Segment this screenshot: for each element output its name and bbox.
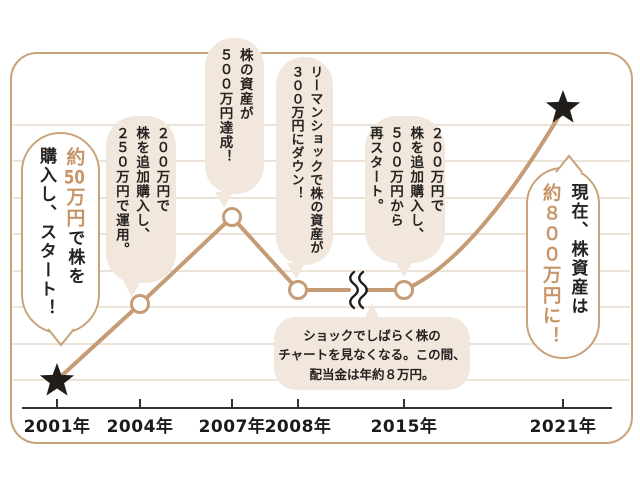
callout-line: ５００万円から <box>387 126 403 228</box>
callout-2001-start: 約50万円で株を 購入し、スタート！ <box>21 132 100 347</box>
callout-2021-text: 現在、株資産は 約８００万円に！ <box>535 169 590 357</box>
callout-2015-text: ２００万円で 株を追加購入し、 ５００万円から 再スタート。 <box>365 116 446 263</box>
callout-tail-down <box>287 263 305 279</box>
callout-line: 約50万円で株を <box>59 147 88 332</box>
callout-tail-down <box>123 281 141 297</box>
callout-2004-text: ２００万円で 株を追加購入し、 ２５０万円で運用。 <box>111 116 172 283</box>
callout-line: 株を追加購入し、 <box>133 126 150 242</box>
callout-line: ２００万円で <box>427 126 444 213</box>
callout-2001-text: 約50万円で株を 購入し、スタート！ <box>33 134 89 332</box>
callout-line: ２５０万円で運用。 <box>112 126 129 257</box>
callout-line: 現在、株資産は <box>567 183 588 316</box>
x-label-2001: 2001年 <box>23 417 91 437</box>
marker-2007-circle <box>222 207 242 227</box>
callout-note: ショックでしばらく株の チャートを見なくなる。この間、 配当金は年約８万円。 <box>274 303 470 390</box>
x-label-2004: 2004年 <box>106 417 174 437</box>
marker-2001-star <box>39 363 75 396</box>
callout-tail-up <box>364 303 380 319</box>
callout-tail-up <box>555 154 583 173</box>
callout-line: リーマンショックで株の資産が <box>307 65 323 254</box>
callout-2007: 株の資産が ５００万円達成！ <box>205 38 264 208</box>
marker-2008-circle <box>288 280 308 300</box>
axis-break-icon <box>349 270 368 310</box>
callout-2008: リーマンショックで株の資産が ３００万円にダウン！ <box>276 57 333 279</box>
callout-line: 購入し、スタート！ <box>35 147 56 318</box>
callout-text: で株を <box>64 229 85 286</box>
callout-line: ５００万円達成！ <box>216 48 233 164</box>
note-line-2: チャートを見なくなる。この間、 <box>278 347 466 363</box>
callout-2008-text: リーマンショックで株の資産が ３００万円にダウン！ <box>286 57 324 265</box>
marker-2015-circle <box>394 280 414 300</box>
accent-amount-prefix: 約 <box>63 147 86 168</box>
callout-2004: ２００万円で 株を追加購入し、 ２５０万円で運用。 <box>106 116 176 297</box>
circle-markers <box>130 207 414 314</box>
note-line-1: ショックでしばらく株の <box>303 328 441 343</box>
accent-amount-unit: 万円 <box>63 187 86 229</box>
callout-2015: ２００万円で 株を追加購入し、 ５００万円から 再スタート。 <box>365 116 446 277</box>
x-axis-ticks <box>56 399 564 408</box>
note-line-3: 配当金は年約８万円。 <box>309 366 435 382</box>
accent-amount-line: 約８００万円に！ <box>540 183 562 347</box>
callout-line: 株の資産が <box>236 48 253 121</box>
callout-tail-down <box>215 192 233 208</box>
marker-2004-circle <box>130 294 150 314</box>
x-label-2021: 2021年 <box>529 417 597 437</box>
x-label-2015: 2015年 <box>370 417 438 437</box>
accent-amount-digits: 50 <box>63 168 85 187</box>
callout-line: 株を追加購入し、 <box>407 126 424 242</box>
callout-line: ２００万円で <box>153 126 170 213</box>
callout-tail-down <box>395 261 413 277</box>
x-label-2008: 2008年 <box>264 417 332 437</box>
data-line-rise-curve <box>402 109 564 292</box>
marker-2021-star <box>545 90 581 123</box>
callout-tail-down <box>47 328 75 347</box>
x-label-2007: 2007年 <box>198 417 266 437</box>
callout-line: 再スタート。 <box>366 126 383 213</box>
callout-2021-now: 現在、株資産は 約８００万円に！ <box>526 154 600 359</box>
callout-line: ３００万円にダウン！ <box>288 65 304 200</box>
star-markers <box>39 90 581 396</box>
callout-2007-text: 株の資産が ５００万円達成！ <box>214 38 255 194</box>
